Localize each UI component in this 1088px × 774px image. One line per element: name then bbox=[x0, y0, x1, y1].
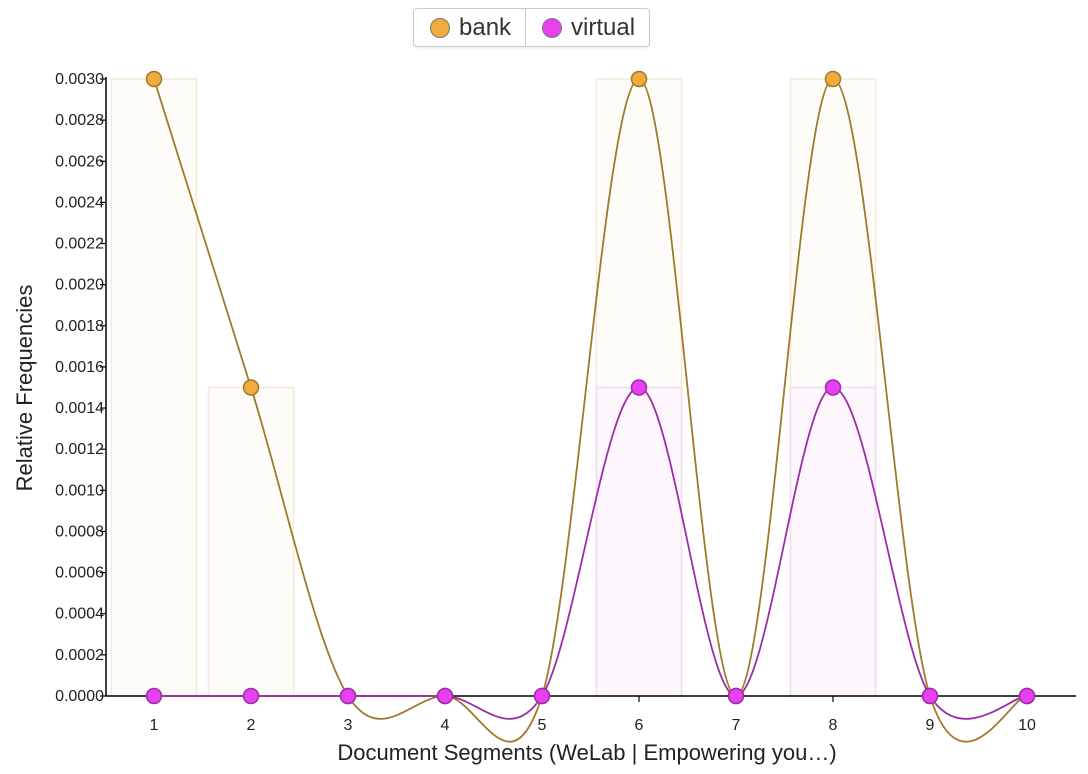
x-tick-label: 2 bbox=[247, 717, 256, 734]
point-virtual-8 bbox=[824, 379, 842, 396]
x-tick-label: 10 bbox=[1018, 717, 1036, 734]
x-tick-label: 7 bbox=[732, 717, 741, 734]
point-virtual-10 bbox=[1018, 687, 1036, 705]
y-tick-label: 0.0030 bbox=[55, 71, 104, 88]
x-tick-label: 1 bbox=[150, 717, 159, 734]
x-tick-label: 4 bbox=[441, 717, 450, 734]
y-tick-label: 0.0018 bbox=[55, 318, 104, 335]
x-tick-label: 8 bbox=[829, 717, 838, 734]
point-virtual-6 bbox=[630, 379, 648, 396]
legend: bank virtual bbox=[413, 8, 651, 47]
y-tick-label: 0.0026 bbox=[55, 153, 104, 170]
y-tick-label: 0.0010 bbox=[55, 482, 104, 499]
point-bank-2 bbox=[242, 379, 260, 396]
y-tick-label: 0.0022 bbox=[55, 236, 104, 253]
x-tick-label: 3 bbox=[344, 717, 353, 734]
point-virtual-3 bbox=[339, 687, 357, 705]
point-virtual-9 bbox=[921, 687, 939, 705]
y-tick-label: 0.0020 bbox=[55, 277, 104, 294]
x-tick-label: 9 bbox=[926, 717, 935, 734]
legend-item-virtual[interactable]: virtual bbox=[525, 9, 649, 46]
point-bank-8 bbox=[824, 70, 842, 88]
point-virtual-2 bbox=[242, 687, 260, 705]
y-tick-label: 0.0008 bbox=[55, 523, 104, 540]
y-axis-title: Relative Frequencies bbox=[12, 285, 37, 492]
bank-swatch-icon bbox=[430, 17, 450, 38]
y-tick-label: 0.0002 bbox=[55, 647, 104, 664]
point-bank-6 bbox=[630, 70, 648, 88]
y-tick-label: 0.0024 bbox=[55, 194, 104, 211]
bar-bank-2 bbox=[207, 386, 295, 697]
y-tick-label: 0.0006 bbox=[55, 565, 104, 582]
bar-virtual-8 bbox=[789, 386, 877, 697]
x-axis-title: Document Segments (WeLab | Empowering yo… bbox=[337, 740, 836, 765]
bar-bank-1 bbox=[110, 78, 198, 697]
x-tick-label: 5 bbox=[538, 717, 547, 734]
bar-virtual-6 bbox=[595, 386, 683, 697]
point-bank-1 bbox=[145, 70, 163, 88]
point-virtual-5 bbox=[533, 687, 551, 705]
y-tick-label: 0.0028 bbox=[55, 112, 104, 129]
points-layer bbox=[145, 70, 1036, 705]
point-virtual-4 bbox=[436, 687, 454, 705]
y-tick-label: 0.0012 bbox=[55, 441, 104, 458]
point-virtual-7 bbox=[727, 687, 745, 705]
y-tick-label: 0.0000 bbox=[55, 688, 104, 705]
axes-layer: 0.0000 0.0002 0.0004 0.0006 0.0008 0.0010 0.00… bbox=[55, 71, 1076, 734]
legend-label-bank: bank bbox=[459, 13, 512, 41]
y-tick-label: 0.0014 bbox=[55, 400, 104, 417]
legend-item-bank[interactable]: bank bbox=[414, 9, 525, 46]
x-tick-label: 6 bbox=[635, 717, 644, 734]
y-tick-label: 0.0004 bbox=[55, 606, 104, 623]
y-tick-label: 0.0016 bbox=[55, 359, 104, 376]
virtual-swatch-icon bbox=[542, 17, 563, 38]
legend-label-virtual: virtual bbox=[571, 13, 636, 41]
bars-layer bbox=[110, 78, 877, 697]
point-virtual-1 bbox=[145, 687, 163, 705]
